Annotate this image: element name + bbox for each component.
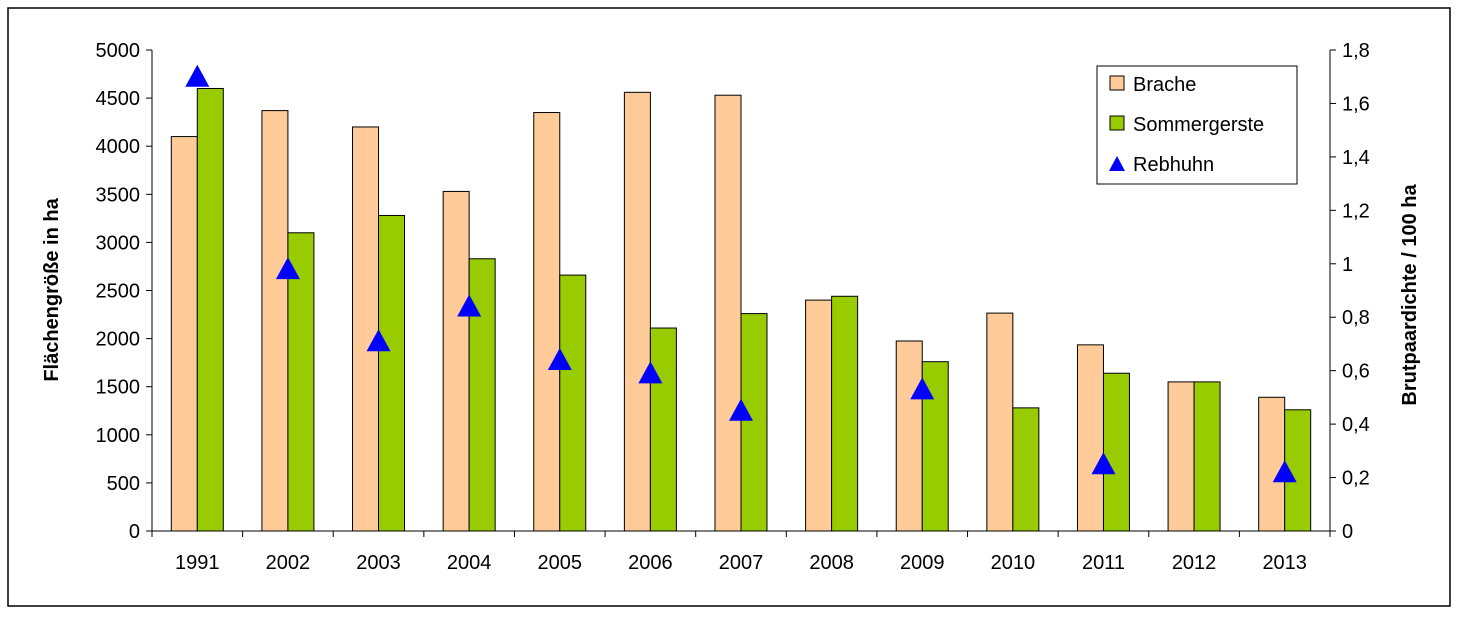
x-tick-label: 2006 — [628, 552, 673, 574]
bar-sommergerste — [196, 87, 224, 532]
y-tick-label: 3500 — [96, 184, 141, 206]
bar-brache — [442, 190, 470, 532]
bar-sommergerste — [740, 313, 768, 532]
y-tick-label: 1000 — [96, 425, 141, 447]
bar-sommergerste — [287, 232, 315, 532]
legend-swatch-sommergerste — [1109, 115, 1125, 131]
bar-sommergerste — [649, 327, 677, 532]
bar-brache — [1076, 344, 1104, 532]
y2-tick-label: 1 — [1342, 254, 1353, 276]
marker-rebhuhn — [1272, 460, 1297, 483]
marker-rebhuhn — [638, 361, 663, 384]
y-tick-label: 0 — [129, 521, 140, 543]
bar-brache — [714, 94, 742, 532]
y-tick-label: 3000 — [96, 232, 141, 254]
marker-rebhuhn — [910, 377, 935, 400]
x-tick-label: 2005 — [538, 552, 583, 574]
bar-brache — [533, 112, 561, 532]
bar-brache — [805, 299, 833, 532]
bar-brache — [986, 312, 1014, 532]
x-tick-label: 2010 — [991, 552, 1036, 574]
y2-tick-label: 0,2 — [1342, 468, 1370, 490]
x-tick-label: 2002 — [266, 552, 311, 574]
bar-brache — [623, 91, 651, 532]
y-tick-label: 4500 — [96, 88, 141, 110]
x-tick-label: 2013 — [1262, 552, 1307, 574]
bar-sommergerste — [1193, 381, 1221, 532]
y2-tick-label: 0,4 — [1342, 414, 1370, 436]
bar-brache — [170, 136, 198, 532]
marker-rebhuhn — [366, 329, 391, 352]
bar-brache — [1167, 381, 1195, 532]
legend-swatch-rebhuhn — [1109, 156, 1125, 171]
bar-brache — [261, 110, 289, 532]
y-tick-label: 1500 — [96, 377, 141, 399]
y2-tick-label: 0 — [1342, 521, 1353, 543]
legend-label: Brache — [1133, 74, 1196, 96]
y2-tick-label: 1,6 — [1342, 93, 1370, 115]
y2-tick-label: 0,6 — [1342, 361, 1370, 383]
y2-tick-label: 0,8 — [1342, 307, 1370, 329]
legend-label: Sommergerste — [1133, 114, 1264, 136]
marker-rebhuhn — [275, 257, 300, 280]
y-tick-label: 2500 — [96, 281, 141, 303]
x-tick-label: 1991 — [175, 552, 220, 574]
y-axis-label: Flächengröße in ha — [41, 197, 63, 381]
legend-label: Rebhuhn — [1133, 154, 1214, 176]
bar-sommergerste — [1102, 372, 1130, 532]
bar-brache — [895, 340, 923, 532]
y-tick-label: 5000 — [96, 40, 141, 62]
x-tick-label: 2009 — [900, 552, 945, 574]
y-tick-label: 500 — [107, 473, 140, 495]
y2-axis-label: Brutpaardichte / 100 ha — [1399, 184, 1421, 406]
x-tick-label: 2011 — [1082, 552, 1125, 574]
y2-tick-label: 1,4 — [1342, 147, 1370, 169]
marker-rebhuhn — [1091, 452, 1116, 475]
marker-rebhuhn — [185, 64, 210, 87]
marker-rebhuhn — [729, 398, 753, 421]
y2-tick-label: 1,8 — [1342, 40, 1370, 62]
y-tick-label: 4000 — [96, 136, 141, 158]
bar-sommergerste — [1012, 407, 1040, 532]
bar-sommergerste — [559, 274, 587, 532]
legend-swatch-brache — [1109, 75, 1125, 91]
marker-rebhuhn — [547, 347, 572, 370]
x-tick-label: 2012 — [1172, 552, 1217, 574]
bar-sommergerste — [468, 258, 496, 532]
bar-brache — [1258, 396, 1286, 532]
x-tick-label: 2008 — [809, 552, 854, 574]
x-tick-label: 2004 — [447, 552, 492, 574]
y2-tick-label: 1,2 — [1342, 200, 1370, 222]
bar-sommergerste — [831, 295, 859, 532]
legend-box — [1096, 65, 1298, 185]
marker-rebhuhn — [457, 294, 482, 317]
bar-brache — [352, 126, 380, 532]
x-tick-label: 2003 — [356, 552, 401, 574]
bar-sommergerste — [378, 214, 406, 532]
y-tick-label: 2000 — [96, 329, 141, 351]
x-tick-label: 2007 — [719, 552, 764, 574]
